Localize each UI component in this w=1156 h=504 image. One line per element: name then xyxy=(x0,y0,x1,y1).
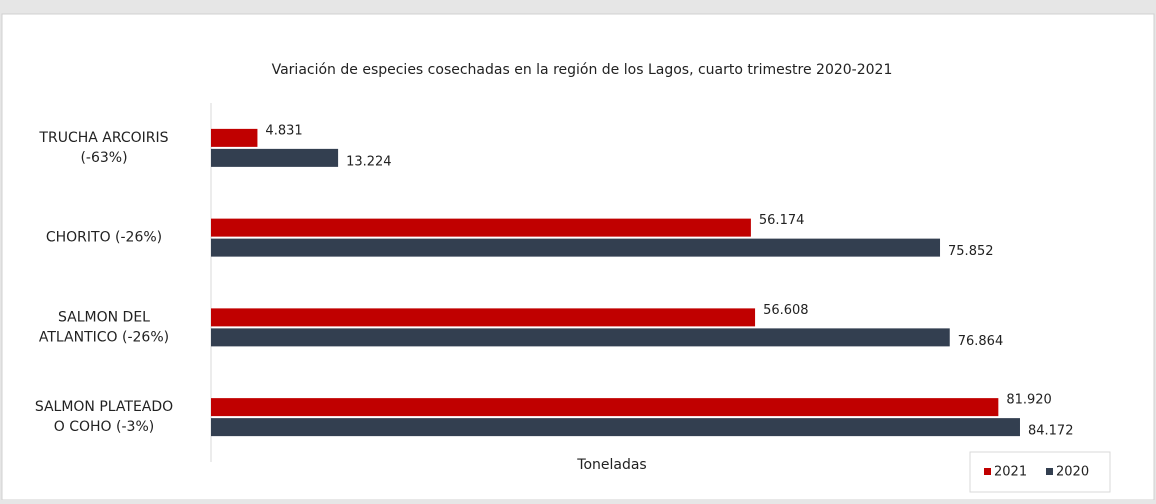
y-tick-label: TRUCHA ARCOIRIS (-63%) xyxy=(38,130,168,166)
value-label: 4.831 xyxy=(265,123,302,138)
label-line: SALMON PLATEADO xyxy=(35,399,173,415)
value-label: 76.864 xyxy=(958,334,1004,349)
label-line: ATLANTICO (-26%) xyxy=(39,329,169,345)
y-tick-label: SALMON DEL ATLANTICO (-26%) xyxy=(39,309,169,345)
bar xyxy=(211,128,258,147)
legend-swatch xyxy=(1046,468,1053,475)
bar xyxy=(211,308,756,327)
legend-label: 2020 xyxy=(1056,465,1089,480)
value-label: 56.608 xyxy=(763,303,809,318)
label-line: (-63%) xyxy=(80,150,127,166)
legend-label: 2021 xyxy=(994,465,1027,480)
y-tick-label: SALMON PLATEADO O COHO (-3%) xyxy=(35,399,173,435)
value-label: 56.174 xyxy=(759,213,805,228)
label-line: SALMON DEL xyxy=(58,309,150,325)
value-label: 13.224 xyxy=(346,154,392,169)
bar xyxy=(211,238,941,257)
chart-title: Variación de especies cosechadas en la r… xyxy=(272,62,893,78)
y-tick-label: CHORITO (-26%) xyxy=(46,230,162,246)
bar xyxy=(211,148,339,167)
bar xyxy=(211,398,999,417)
value-label: 75.852 xyxy=(948,244,994,259)
label-line: TRUCHA ARCOIRIS xyxy=(38,130,168,146)
bar xyxy=(211,418,1020,437)
value-label: 84.172 xyxy=(1028,424,1074,439)
legend-swatch xyxy=(984,468,991,475)
label-line: CHORITO (-26%) xyxy=(46,230,162,246)
legend xyxy=(969,451,1111,493)
bar xyxy=(211,218,751,237)
bar xyxy=(211,328,950,347)
label-line: O COHO (-3%) xyxy=(54,419,154,435)
value-label: 81.920 xyxy=(1006,393,1052,408)
x-axis-label: Toneladas xyxy=(576,457,646,473)
